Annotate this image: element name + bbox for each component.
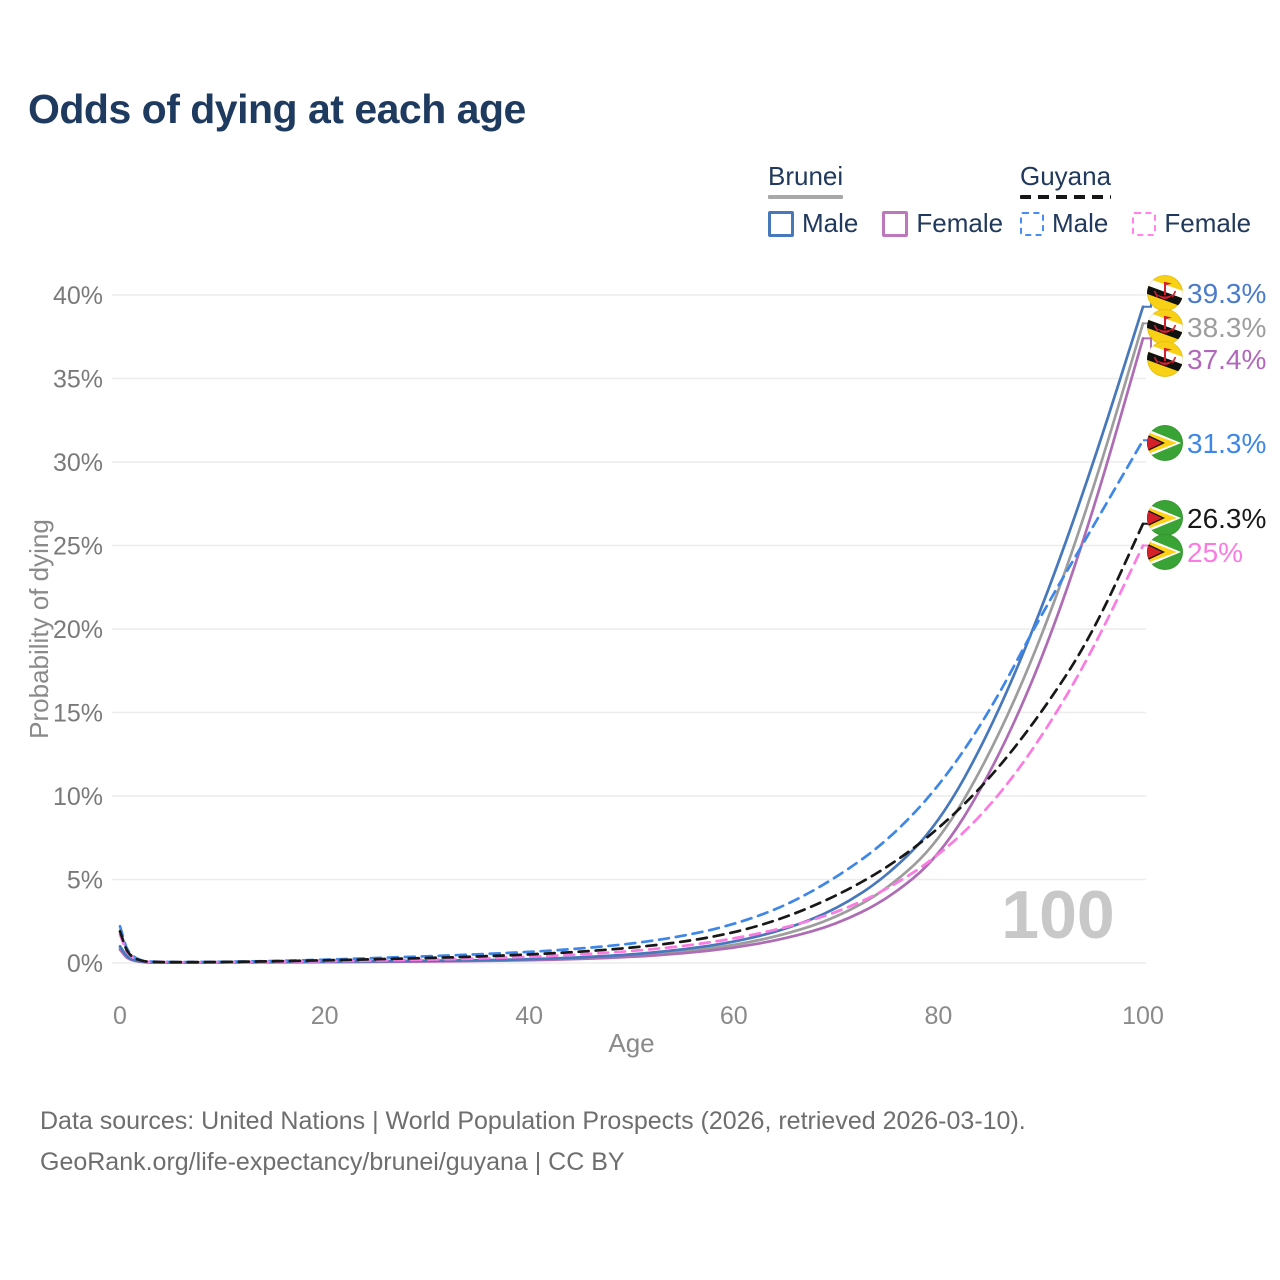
- guyana-flag-icon: [1147, 500, 1183, 536]
- brunei-flag-icon: [1147, 341, 1183, 377]
- end-value-label-brunei: 38.3%: [1187, 312, 1266, 343]
- guyana-male-checkbox-icon: [1020, 211, 1044, 236]
- legend-country-brunei-label: Brunei: [768, 161, 844, 191]
- brunei-flag-icon: [1147, 275, 1183, 311]
- data-sources: Data sources: United Nations | World Pop…: [40, 1101, 1026, 1183]
- y-tick-label: 35%: [53, 366, 103, 394]
- y-tick-label: 0%: [67, 950, 103, 978]
- x-axis-title: Age: [608, 1028, 654, 1058]
- x-tick-label: 60: [720, 1002, 748, 1030]
- end-value-label-brunei-male: 39.3%: [1187, 278, 1266, 309]
- y-tick-label: 25%: [53, 533, 103, 561]
- end-value-label-brunei-female: 37.4%: [1187, 344, 1266, 375]
- series-line-brunei: [118, 322, 1145, 964]
- legend-group-guyana: Guyana Male Female: [1020, 161, 1251, 239]
- y-tick-label: 30%: [53, 449, 103, 477]
- brunei-female-checkbox-icon: [882, 210, 909, 237]
- data-sources-line2: GeoRank.org/life-expectancy/brunei/guyan…: [40, 1148, 625, 1176]
- legend-items-guyana: Male Female: [1020, 208, 1251, 239]
- end-value-label-guyana: 26.3%: [1187, 503, 1266, 534]
- legend-country-brunei: Brunei: [768, 161, 844, 199]
- legend-item-label: Male: [802, 208, 859, 238]
- series-line-guyana-male: [118, 438, 1145, 964]
- x-tick-label: 80: [924, 1002, 952, 1030]
- y-tick-label: 15%: [53, 700, 103, 728]
- guyana-dashed-line-swatch: [1020, 195, 1112, 199]
- legend-item-brunei-male[interactable]: Male: [768, 208, 858, 239]
- data-sources-line1: Data sources: United Nations | World Pop…: [40, 1107, 1026, 1135]
- guyana-female-checkbox-icon: [1132, 211, 1157, 236]
- end-value-label-guyana-female: 25%: [1187, 537, 1243, 568]
- age-watermark: 100: [1001, 877, 1114, 953]
- y-tick-label: 5%: [67, 867, 103, 895]
- legend-item-guyana-male[interactable]: Male: [1020, 208, 1108, 239]
- legend-items-brunei: Male Female: [768, 208, 1003, 239]
- brunei-solid-line-swatch: [768, 195, 844, 199]
- guyana-flag-icon: [1147, 425, 1183, 461]
- x-tick-label: 40: [515, 1002, 543, 1030]
- end-value-label-guyana-male: 31.3%: [1187, 428, 1266, 459]
- y-tick-label: 20%: [53, 616, 103, 644]
- series-line-brunei-male: [118, 305, 1145, 964]
- brunei-flag-icon: [1147, 309, 1183, 345]
- legend-item-label: Female: [1164, 208, 1252, 238]
- legend-item-label: Female: [916, 208, 1004, 238]
- page-title: Odds of dying at each age: [28, 86, 526, 132]
- legend-item-brunei-female[interactable]: Female: [882, 208, 1003, 239]
- legend-country-guyana: Guyana: [1020, 161, 1112, 199]
- legend-item-label: Male: [1052, 208, 1109, 238]
- y-axis-title: Probability of dying: [24, 519, 54, 739]
- brunei-male-checkbox-icon: [768, 210, 794, 237]
- legend-item-guyana-female[interactable]: Female: [1132, 208, 1251, 239]
- y-tick-label: 40%: [53, 282, 103, 310]
- x-tick-label: 100: [1122, 1002, 1164, 1030]
- series-line-brunei-female: [118, 337, 1145, 964]
- x-tick-label: 20: [311, 1002, 339, 1030]
- legend-country-guyana-label: Guyana: [1020, 161, 1112, 191]
- x-tick-label: 0: [113, 1002, 127, 1030]
- legend-group-brunei: Brunei Male Female: [768, 161, 1003, 239]
- series-line-guyana: [118, 522, 1145, 964]
- guyana-flag-icon: [1147, 534, 1183, 570]
- y-tick-label: 10%: [53, 783, 103, 811]
